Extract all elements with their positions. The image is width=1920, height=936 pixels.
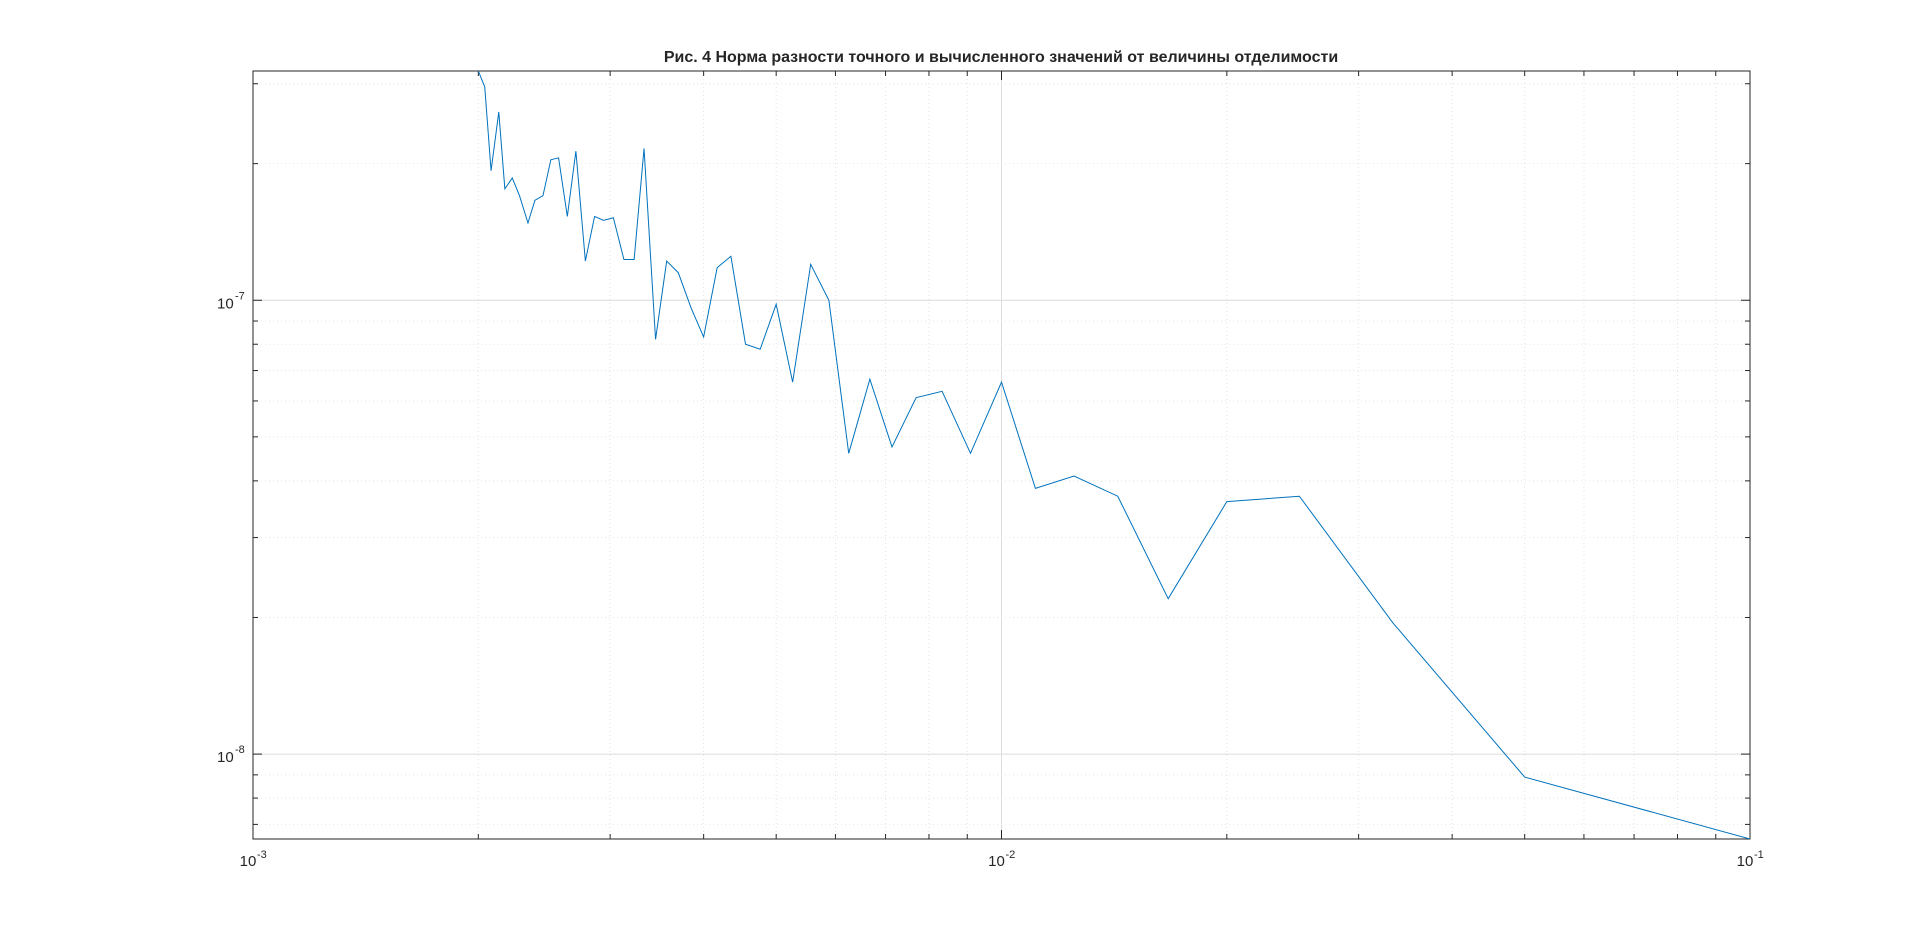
y-tick-label: 10 -7 — [217, 290, 245, 312]
y-tick-label: 10 -8 — [217, 744, 245, 766]
x-tick-label-base: 10 — [988, 853, 1005, 870]
x-tick-label-base: 10 — [240, 853, 257, 870]
x-tick-label-exponent: -2 — [1006, 849, 1016, 861]
y-tick-label-exponent: -7 — [235, 290, 245, 302]
x-tick-label-exponent: -3 — [257, 849, 267, 861]
x-tick-label: 10 -3 — [240, 849, 267, 870]
x-tick-label-base: 10 — [1737, 853, 1754, 870]
x-tick-label: 10 -1 — [1737, 849, 1764, 870]
tick-marks — [252, 71, 1751, 839]
series-group — [477, 71, 1750, 839]
x-tick-label: 10 -2 — [988, 849, 1015, 870]
x-tick-labels: 10 -3 10 -2 10 -1 — [240, 849, 1764, 870]
axes-box — [252, 70, 1751, 840]
chart-title: Рис. 4 Норма разности точного и вычислен… — [664, 49, 1338, 66]
y-tick-label-base: 10 — [217, 295, 234, 312]
y-tick-label-exponent: -8 — [235, 744, 245, 756]
series-line — [477, 71, 1750, 839]
x-tick-label-exponent: -1 — [1754, 849, 1764, 861]
y-tick-label-base: 10 — [217, 749, 234, 766]
y-tick-labels: 10-810-7 — [217, 290, 245, 766]
